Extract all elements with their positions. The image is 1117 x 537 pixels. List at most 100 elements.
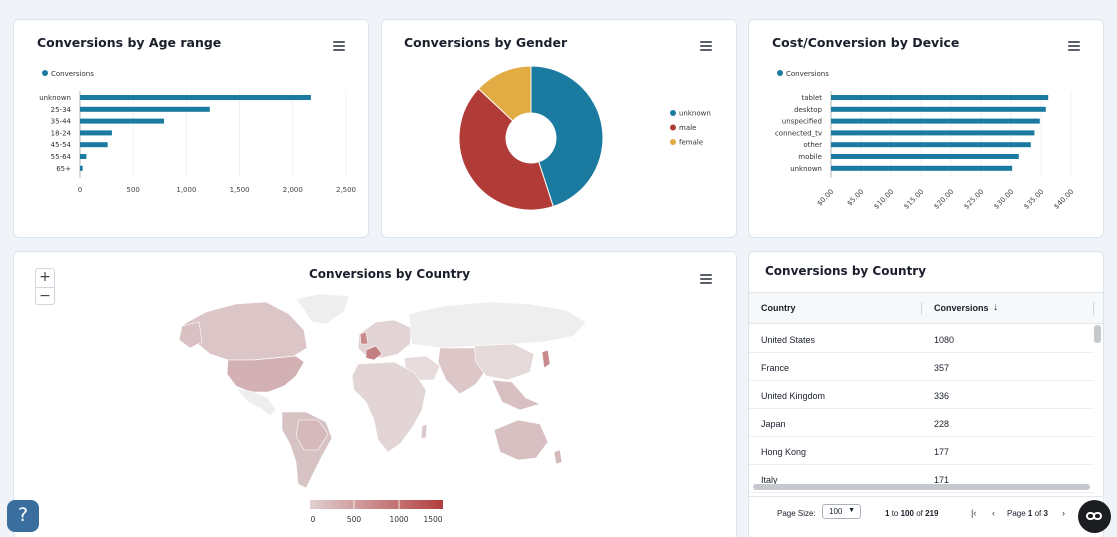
bar — [831, 130, 1035, 136]
x-tick-label: $30.00 — [992, 188, 1015, 211]
table-title: Conversions by Country — [765, 264, 927, 278]
scale-label: 500 — [347, 515, 362, 524]
region-france[interactable] — [365, 345, 383, 361]
region-africa[interactable] — [351, 361, 427, 453]
region-canada[interactable] — [183, 301, 308, 361]
page-size-label: Page Size: — [777, 509, 816, 518]
category-label: connected_tv — [775, 129, 822, 137]
table-header: Country Conversions ↓ — [749, 292, 1103, 324]
world-map[interactable]: 0 500 1000 1500 — [14, 252, 738, 537]
country-cell: Japan — [761, 419, 786, 429]
region-madagascar[interactable] — [420, 423, 428, 439]
next-page-button[interactable]: › — [1062, 508, 1065, 518]
x-tick-label: $20.00 — [932, 188, 955, 211]
region-alaska[interactable] — [178, 321, 203, 349]
hamburger-menu-icon[interactable] — [1068, 41, 1080, 51]
country-map-card: + − Conversions by Country — [13, 251, 737, 537]
region-united-kingdom[interactable] — [359, 331, 369, 345]
country-cell: France — [761, 363, 790, 373]
bar — [80, 95, 311, 100]
country-cell: United Kingdom — [761, 391, 826, 401]
scale-label: 1500 — [423, 515, 442, 524]
first-page-button[interactable]: |‹ — [971, 508, 977, 518]
chat-launcher-button[interactable] — [1078, 500, 1111, 533]
help-button[interactable]: ? — [7, 500, 39, 532]
x-tick-label: 2,000 — [283, 186, 303, 194]
column-resize-handle[interactable] — [921, 302, 922, 315]
x-tick-label: $40.00 — [1052, 188, 1075, 211]
x-tick-label: $15.00 — [902, 188, 925, 211]
country-cell: United States — [761, 335, 816, 345]
table-row[interactable]: Japan 228 — [749, 409, 1094, 437]
category-label: desktop — [794, 106, 822, 114]
category-label: 25-34 — [51, 106, 72, 114]
x-tick-label: 0 — [78, 186, 82, 194]
page-indicator: Page 1 of 3 — [1007, 509, 1048, 518]
table-row[interactable]: France 357 — [749, 353, 1094, 381]
region-greenland[interactable] — [295, 293, 350, 325]
vertical-scrollbar[interactable] — [1094, 325, 1101, 343]
hamburger-menu-icon[interactable] — [700, 274, 712, 284]
bar — [80, 106, 210, 112]
category-label: 45-54 — [51, 141, 72, 149]
conversions-cell: 177 — [934, 447, 950, 457]
country-table-card: Conversions by Country Country Conversio… — [748, 251, 1104, 537]
region-southeast-asia[interactable] — [491, 379, 541, 411]
legend-label: female — [679, 139, 703, 147]
legend-marker — [670, 110, 676, 116]
legend-marker — [670, 139, 676, 145]
hamburger-menu-icon[interactable] — [700, 41, 712, 51]
country-cell: Italy — [761, 475, 778, 485]
region-japan[interactable] — [541, 349, 551, 369]
bar — [831, 142, 1031, 148]
hamburger-menu-icon[interactable] — [333, 41, 345, 51]
horizontal-scrollbar[interactable] — [753, 484, 1090, 490]
table-row[interactable]: United States 1080 — [749, 325, 1094, 353]
gender-chart-card: Conversions by Gender unknown male female — [381, 19, 737, 238]
bar — [831, 165, 1013, 171]
previous-page-button[interactable]: ‹ — [992, 508, 995, 518]
pie-slice — [530, 65, 604, 208]
table-row[interactable]: Hong Kong 177 — [749, 437, 1094, 465]
country-cell: Hong Kong — [761, 447, 807, 457]
conversions-cell: 171 — [934, 475, 950, 485]
column-header-conversions[interactable]: Conversions — [934, 303, 989, 313]
zoom-out-button[interactable]: − — [36, 287, 54, 305]
category-label: unknown — [790, 165, 822, 173]
table-row[interactable]: United Kingdom 336 — [749, 381, 1094, 409]
region-mexico[interactable] — [235, 387, 277, 417]
legend-label: Conversions — [786, 70, 829, 78]
map-title: Conversions by Country — [309, 267, 471, 281]
category-label: other — [803, 141, 822, 149]
column-header-country[interactable]: Country — [761, 303, 796, 313]
region-new-zealand[interactable] — [553, 449, 563, 465]
legend-label: unknown — [679, 110, 711, 118]
category-label: tablet — [802, 94, 823, 102]
arrow-down-icon[interactable]: ↓ — [993, 302, 998, 313]
x-tick-label: $35.00 — [1022, 188, 1045, 211]
x-tick-label: 500 — [127, 186, 140, 194]
device-bar-chart: Conversions $0.00 $5.00 $10.00 $15.00 $20.00… — [775, 70, 1075, 211]
x-tick-label: $25.00 — [962, 188, 985, 211]
legend-label: male — [679, 124, 696, 132]
category-label: unknown — [39, 94, 71, 102]
table-row[interactable]: Italy 171 — [749, 465, 1094, 493]
region-china[interactable] — [473, 343, 535, 381]
region-russia[interactable] — [408, 301, 587, 349]
conversions-cell: 1080 — [934, 335, 955, 345]
region-australia[interactable] — [493, 419, 549, 461]
bar — [80, 142, 108, 148]
region-united-states[interactable] — [226, 355, 305, 393]
age-chart-card: Conversions by Age range Conversions 0 50… — [13, 19, 369, 238]
column-resize-handle[interactable] — [1093, 302, 1094, 315]
bar — [831, 95, 1049, 100]
category-label: unspecified — [782, 118, 822, 126]
caret-down-icon: ▼ — [848, 507, 855, 514]
page-size-select[interactable]: 100 ▼ — [822, 504, 861, 519]
region-brazil[interactable] — [295, 419, 329, 451]
bar — [831, 118, 1040, 124]
continents — [178, 293, 587, 489]
pie-slice — [458, 88, 554, 211]
bar — [831, 106, 1046, 112]
zoom-in-button[interactable]: + — [39, 269, 51, 285]
